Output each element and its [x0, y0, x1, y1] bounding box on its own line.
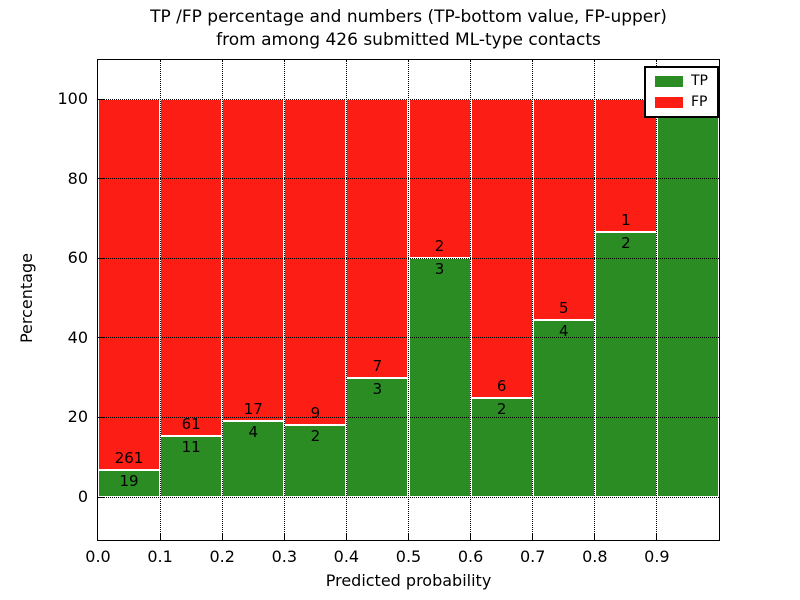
x-tick-mark [221, 534, 223, 540]
x-tick-label: 0.0 [85, 547, 111, 566]
y-gridline [98, 98, 719, 100]
tp-count-label: 11 [181, 438, 201, 457]
x-tick-label: 0.7 [519, 547, 546, 566]
fp-count-label: 17 [243, 400, 263, 419]
fp-bar-segment [98, 99, 161, 470]
x-tick-mark [408, 534, 409, 540]
tp-count-label: 2 [310, 426, 321, 445]
y-tick-mark [98, 337, 104, 339]
fp-bar-segment [284, 99, 347, 425]
tp-bar-segment [346, 377, 409, 497]
y-gridline [98, 178, 719, 180]
tp-bar-segment [594, 231, 657, 497]
x-tick-label: 0.3 [271, 547, 298, 566]
fp-count-label: 9 [310, 403, 321, 422]
chart-title: TP /FP percentage and numbers (TP-bottom… [98, 6, 719, 52]
fp-count-label: 6 [496, 376, 507, 395]
tp-bar-segment [532, 320, 595, 497]
tp-count-label: 3 [434, 260, 445, 279]
legend-label-tp: TP [691, 73, 708, 89]
x-gridline [408, 60, 409, 540]
fp-count-label: 61 [181, 415, 201, 434]
x-tick-mark [594, 534, 596, 540]
x-tick-mark [283, 534, 285, 540]
y-tick-mark [98, 416, 104, 418]
y-tick-label: 80 [67, 168, 88, 188]
x-gridline [470, 60, 472, 540]
tp-count-label: 3 [372, 379, 383, 398]
legend-swatch-fp [655, 97, 683, 108]
tp-bar-segment [470, 397, 533, 497]
x-tick-label: 0.9 [644, 547, 670, 566]
legend: TP FP [644, 66, 719, 118]
x-tick-mark [159, 534, 161, 540]
fp-count-label: 261 [114, 448, 144, 467]
x-gridline [283, 60, 285, 540]
fp-count-label: 2 [434, 237, 445, 256]
y-tick-mark [98, 496, 104, 498]
fp-count-label: 5 [558, 299, 569, 318]
y-tick-mark [98, 98, 104, 100]
fp-bar-segment [470, 99, 533, 398]
x-tick-label: 0.8 [582, 547, 608, 566]
y-tick-label: 60 [67, 248, 88, 268]
y-tick-label: 100 [57, 89, 88, 108]
x-gridline [532, 60, 534, 540]
tp-count-label: 19 [119, 471, 139, 490]
x-tick-label: 0.6 [457, 547, 484, 566]
tp-bar-segment [284, 424, 347, 497]
x-tick-label: 0.1 [147, 547, 173, 566]
legend-label-fp: FP [691, 94, 708, 110]
tp-bar-segment [408, 258, 471, 497]
tp-bar-segment [160, 436, 223, 497]
chart-title-line1: TP /FP percentage and numbers (TP-bottom… [150, 7, 667, 27]
fp-count-label: 1 [621, 210, 631, 229]
legend-swatch-tp [655, 76, 683, 87]
x-tick-mark [345, 534, 347, 540]
y-tick-label: 40 [67, 327, 88, 347]
y-tick-label: 20 [67, 407, 88, 427]
fp-bar-segment [594, 99, 657, 232]
x-gridline [345, 60, 347, 540]
x-tick-label: 0.2 [209, 547, 235, 566]
fp-bar-segment [160, 99, 223, 437]
fp-bar-segment [346, 99, 409, 378]
x-axis-label: Predicted probability [325, 571, 492, 590]
fp-bar-segment [532, 99, 595, 321]
tp-count-label: 4 [248, 423, 258, 442]
y-tick-mark [98, 257, 104, 259]
x-tick-label: 0.4 [333, 547, 360, 566]
y-tick-mark [98, 178, 104, 180]
tp-count-label: 2 [621, 233, 631, 252]
x-gridline [159, 60, 161, 540]
tp-count-label: 2 [496, 399, 507, 418]
plot-area: 2611961111749273236254127 [97, 59, 720, 541]
x-tick-mark [656, 534, 658, 540]
tp-count-label: 4 [558, 322, 569, 341]
x-gridline [656, 60, 658, 540]
x-tick-label: 0.5 [395, 547, 422, 566]
tp-bar-segment [656, 99, 719, 497]
x-tick-mark [532, 534, 534, 540]
fp-count-label: 7 [372, 356, 383, 375]
x-gridline [221, 60, 223, 540]
y-tick-label: 0 [77, 487, 88, 506]
y-gridline [98, 416, 719, 418]
y-axis-label: Percentage [17, 253, 36, 344]
legend-item-fp: FP [655, 95, 708, 110]
x-tick-mark [470, 534, 472, 540]
fp-bar-segment [222, 99, 285, 422]
legend-item-tp: TP [655, 74, 708, 89]
y-gridline [98, 496, 719, 498]
y-gridline [98, 257, 719, 259]
y-gridline [98, 337, 719, 339]
x-gridline [594, 60, 596, 540]
chart-title-line2: from among 426 submitted ML-type contact… [216, 30, 601, 50]
